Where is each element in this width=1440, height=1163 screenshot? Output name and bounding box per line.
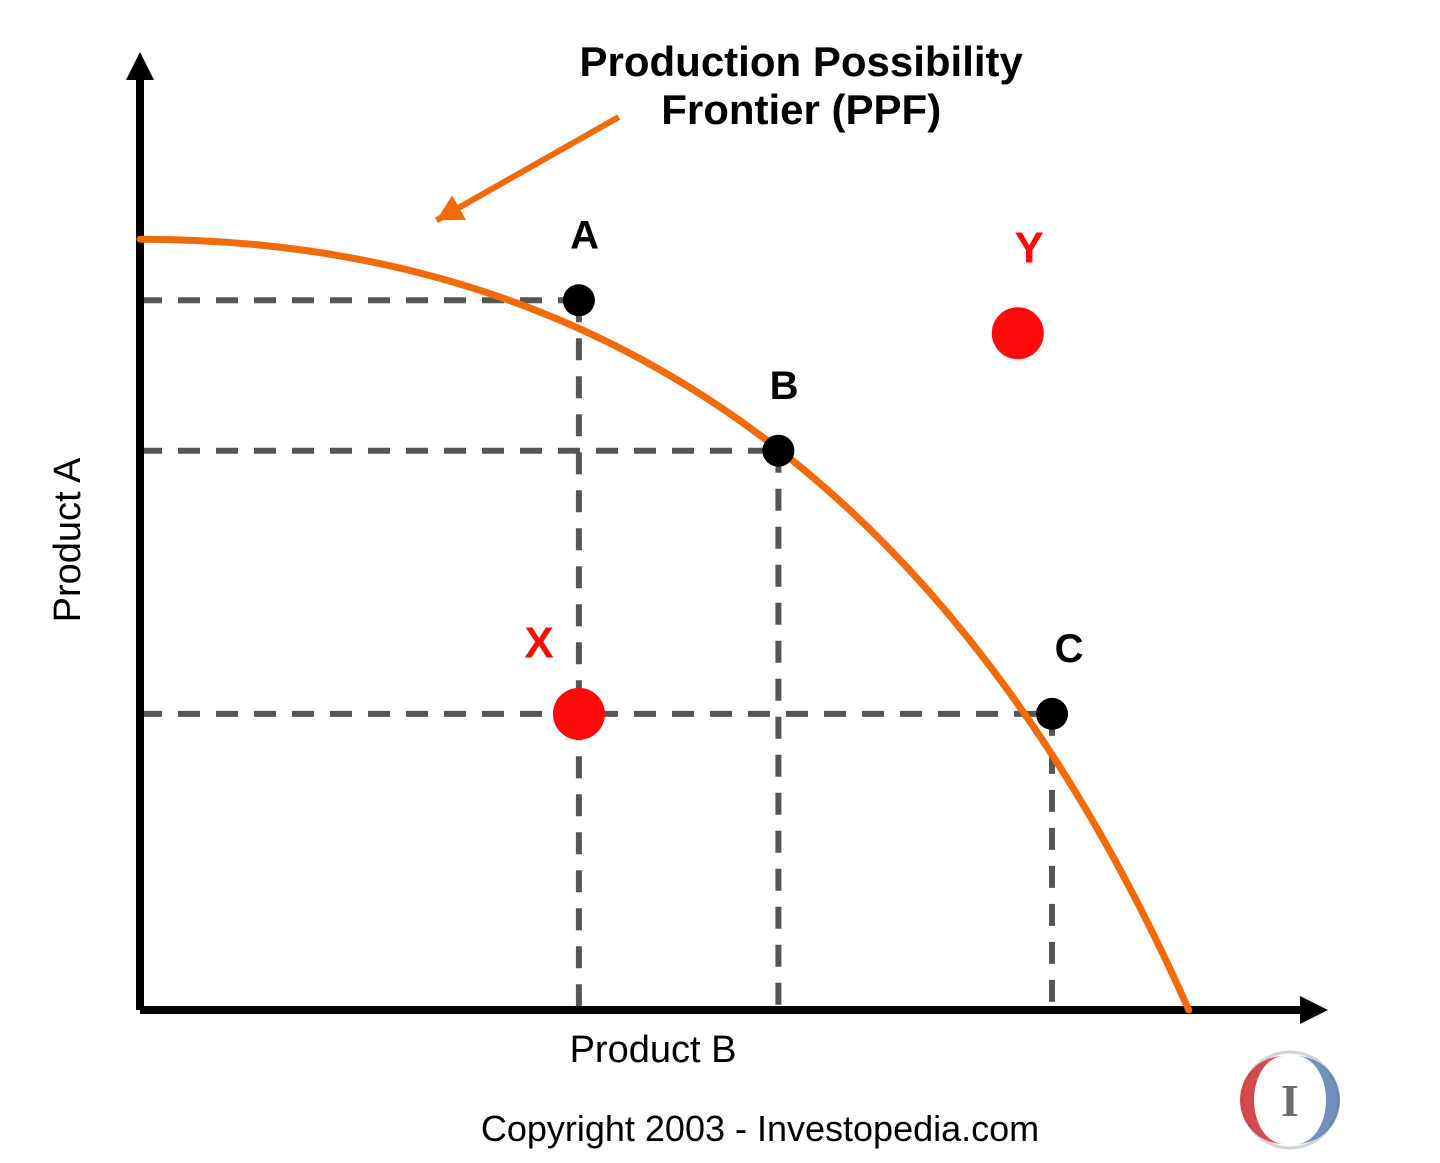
curve-title-line2: Frontier (PPF): [661, 86, 941, 133]
special-label-X: X: [524, 619, 553, 668]
chart-svg: Production PossibilityFrontier (PPF) A B C X…: [0, 0, 1440, 1163]
special-label-Y: Y: [1015, 224, 1044, 273]
point-label-A: A: [570, 214, 599, 258]
point-label-C: C: [1055, 627, 1084, 671]
point-A: [563, 284, 595, 316]
point-C: [1036, 698, 1068, 730]
y-axis-label: Product A: [47, 457, 89, 622]
special-point-Y: [992, 307, 1044, 359]
curve-title-line1: Production Possibility: [580, 38, 1024, 85]
x-axis-label: Product B: [570, 1029, 737, 1071]
copyright-text: Copyright 2003 - Investopedia.com: [481, 1108, 1039, 1149]
special-point-X: [553, 688, 605, 740]
svg-text:I: I: [1281, 1075, 1299, 1126]
point-label-B: B: [770, 364, 799, 408]
ppf-chart: Production PossibilityFrontier (PPF) A B C X…: [0, 0, 1440, 1163]
chart-bg: [0, 0, 1440, 1163]
point-B: [762, 435, 794, 467]
